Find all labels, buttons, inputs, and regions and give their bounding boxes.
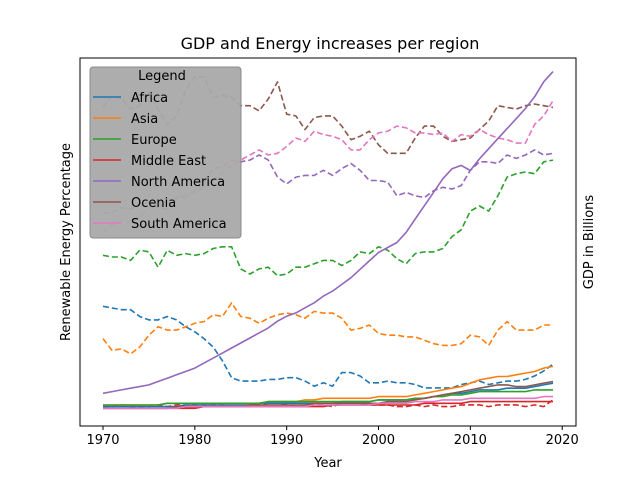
plot-frame: [79, 57, 577, 427]
legend-label-middle-east: Middle East: [131, 154, 206, 169]
legend-box: [89, 66, 242, 239]
x-tick-label: 2010: [454, 433, 487, 448]
series-line-asia-gdp: [103, 365, 554, 406]
legend-title: Legend: [138, 69, 186, 84]
series-line-africa-renewable: [102, 305, 554, 389]
legend: Legend Africa Asia Europe Middle East North …: [89, 66, 242, 239]
left-axis-title: Renewable Energy Percentage: [59, 143, 74, 341]
x-axis-title: Year: [313, 456, 342, 471]
chart-title: GDP and Energy increases per region: [181, 34, 480, 53]
legend-entries: Africa Asia Europe Middle East North America…: [93, 91, 227, 232]
legend-label-africa: Africa: [131, 91, 168, 106]
legend-label-asia: Asia: [131, 112, 158, 127]
legend-label-ocenia: Ocenia: [131, 196, 176, 211]
x-tick-label: 1970: [86, 433, 119, 448]
series-line-north-america-gdp: [102, 71, 554, 395]
x-axis-ticks: 1970 1980 1990 2000 2010 2020: [86, 426, 579, 448]
x-tick-label: 1990: [270, 433, 303, 448]
series-line-europe-renewable: [102, 159, 554, 277]
x-tick-label: 1980: [178, 433, 211, 448]
series-line-europe-gdp: [103, 389, 553, 406]
x-tick-label: 2000: [362, 433, 395, 448]
legend-label-north-america: North America: [131, 175, 225, 190]
x-tick-label: 2020: [546, 433, 579, 448]
right-axis-title: GDP in Billions: [582, 195, 597, 290]
legend-label-south-america: South America: [131, 217, 227, 232]
series-line-ocenia-gdp: [103, 380, 554, 410]
series-line-south-america-gdp: [103, 395, 553, 410]
series-line-asia-renewable: [102, 302, 553, 355]
legend-label-europe: Europe: [131, 133, 177, 148]
